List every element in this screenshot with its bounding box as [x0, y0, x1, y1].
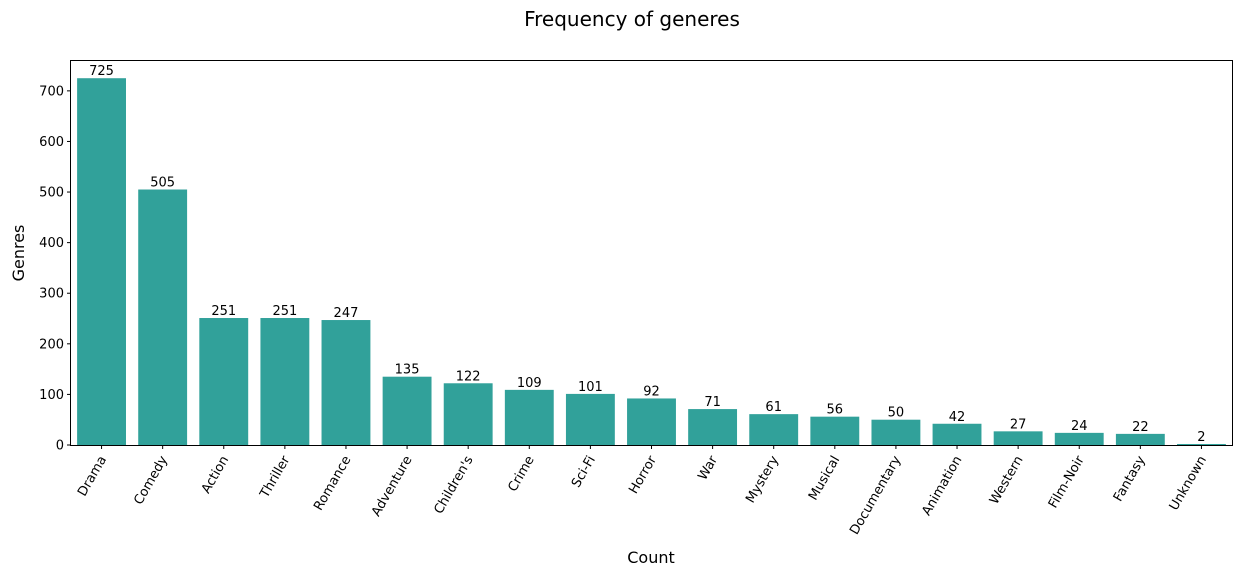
bar	[627, 398, 676, 445]
bar	[993, 431, 1043, 445]
y-tick-label: 500	[39, 186, 64, 201]
x-tick-label: Crime	[505, 454, 537, 495]
y-tick-label: 200	[39, 337, 64, 352]
bar	[565, 393, 615, 445]
data-label: 92	[643, 384, 660, 399]
y-axis: 0 100 200 300 400 500 600 700	[39, 84, 71, 454]
x-axis-label: Count	[627, 548, 675, 567]
y-tick-label: 300	[39, 287, 64, 302]
x-tick-label: Unknown	[1167, 454, 1210, 514]
data-label: 122	[456, 369, 481, 384]
x-tick-label: Horror	[626, 453, 660, 497]
data-label: 22	[1132, 420, 1149, 435]
y-tick-label: 0	[56, 439, 64, 454]
x-tick-label: Mystery	[743, 453, 782, 506]
y-tick-label: 100	[39, 388, 64, 403]
data-label: 50	[888, 406, 905, 421]
bar	[321, 320, 371, 445]
data-label: 56	[827, 403, 844, 418]
data-label: 247	[334, 306, 359, 321]
y-tick-label: 600	[39, 135, 64, 150]
bar	[382, 376, 432, 445]
y-axis-label: Genres	[9, 225, 28, 282]
data-label: 27	[1010, 417, 1027, 432]
x-tick-label: Comedy	[131, 453, 171, 507]
bar	[749, 414, 799, 445]
data-label: 109	[517, 376, 542, 391]
data-label: 725	[89, 64, 114, 79]
data-label: 101	[578, 380, 603, 395]
x-tick-label: Western	[987, 454, 1027, 508]
plot-frame	[70, 60, 1233, 446]
x-tick-label: Sci-Fi	[569, 454, 599, 491]
x-tick-label: Thriller	[257, 453, 294, 502]
data-label: 42	[949, 410, 966, 425]
bar	[932, 423, 982, 445]
bar	[77, 78, 126, 446]
x-tick-label: War	[695, 453, 721, 483]
bars	[77, 78, 1226, 446]
bar	[1054, 432, 1104, 445]
data-label: 251	[272, 304, 297, 319]
bar	[138, 189, 188, 445]
data-labels: 725 505 251 251 247 135 122 109 101 92 71 61 56 50 42 2…	[89, 64, 1205, 445]
x-tick-label: Fantasy	[1111, 453, 1149, 504]
data-label: 61	[765, 400, 782, 415]
data-label: 135	[395, 363, 420, 378]
data-label: 2	[1197, 430, 1205, 445]
x-axis: Drama Comedy Action Thriller Romance Adventur…	[75, 445, 1210, 538]
x-tick-label: Film-Noir	[1046, 453, 1088, 511]
bar	[1177, 443, 1226, 445]
bar	[871, 419, 921, 445]
bar	[688, 409, 738, 445]
x-tick-label: Drama	[75, 454, 110, 500]
y-tick-label: 700	[39, 84, 64, 99]
x-tick-label: Romance	[311, 454, 354, 514]
x-tick-label: Action	[199, 454, 232, 497]
bar	[260, 318, 310, 445]
data-label: 71	[704, 395, 721, 410]
y-tick-label: 400	[39, 236, 64, 251]
chart-title: Frequency of generes	[524, 7, 740, 31]
x-tick-label: Children's	[431, 453, 476, 516]
bar	[1115, 433, 1165, 445]
x-tick-label: Animation	[919, 454, 965, 519]
data-label: 505	[150, 176, 175, 191]
bar	[810, 416, 860, 445]
data-label: 251	[211, 304, 236, 319]
bar	[199, 318, 249, 445]
x-tick-label: Documentary	[847, 453, 904, 537]
data-label: 24	[1071, 419, 1088, 434]
x-tick-label: Musical	[806, 454, 843, 504]
x-tick-label: Adventure	[369, 454, 416, 520]
bar	[443, 383, 493, 445]
bar	[504, 389, 554, 445]
